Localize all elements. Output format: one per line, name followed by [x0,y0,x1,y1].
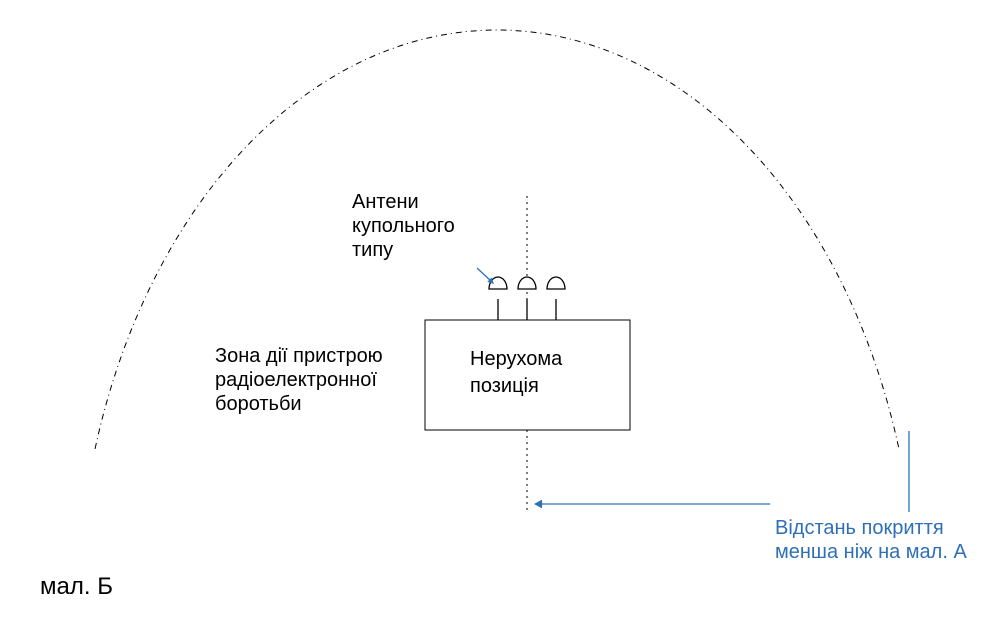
position-box-label-line1: Нерухома [470,348,563,370]
label-antenna-line0: Антени [352,191,419,213]
figure-caption: мал. Б [40,573,113,600]
label-distance-line1: менша ніж на мал. А [775,541,967,563]
label-zone-line1: радіоелектронної [215,369,377,391]
label-zone-line0: Зона дії пристрою [215,345,383,367]
label-antenna-line1: купольного [352,215,455,237]
label-antenna-line2: типу [352,239,393,261]
position-box-label-line2: позиція [470,375,539,397]
label-distance-line0: Відстань покриття [775,517,944,539]
label-zone-line2: боротьби [215,393,302,415]
